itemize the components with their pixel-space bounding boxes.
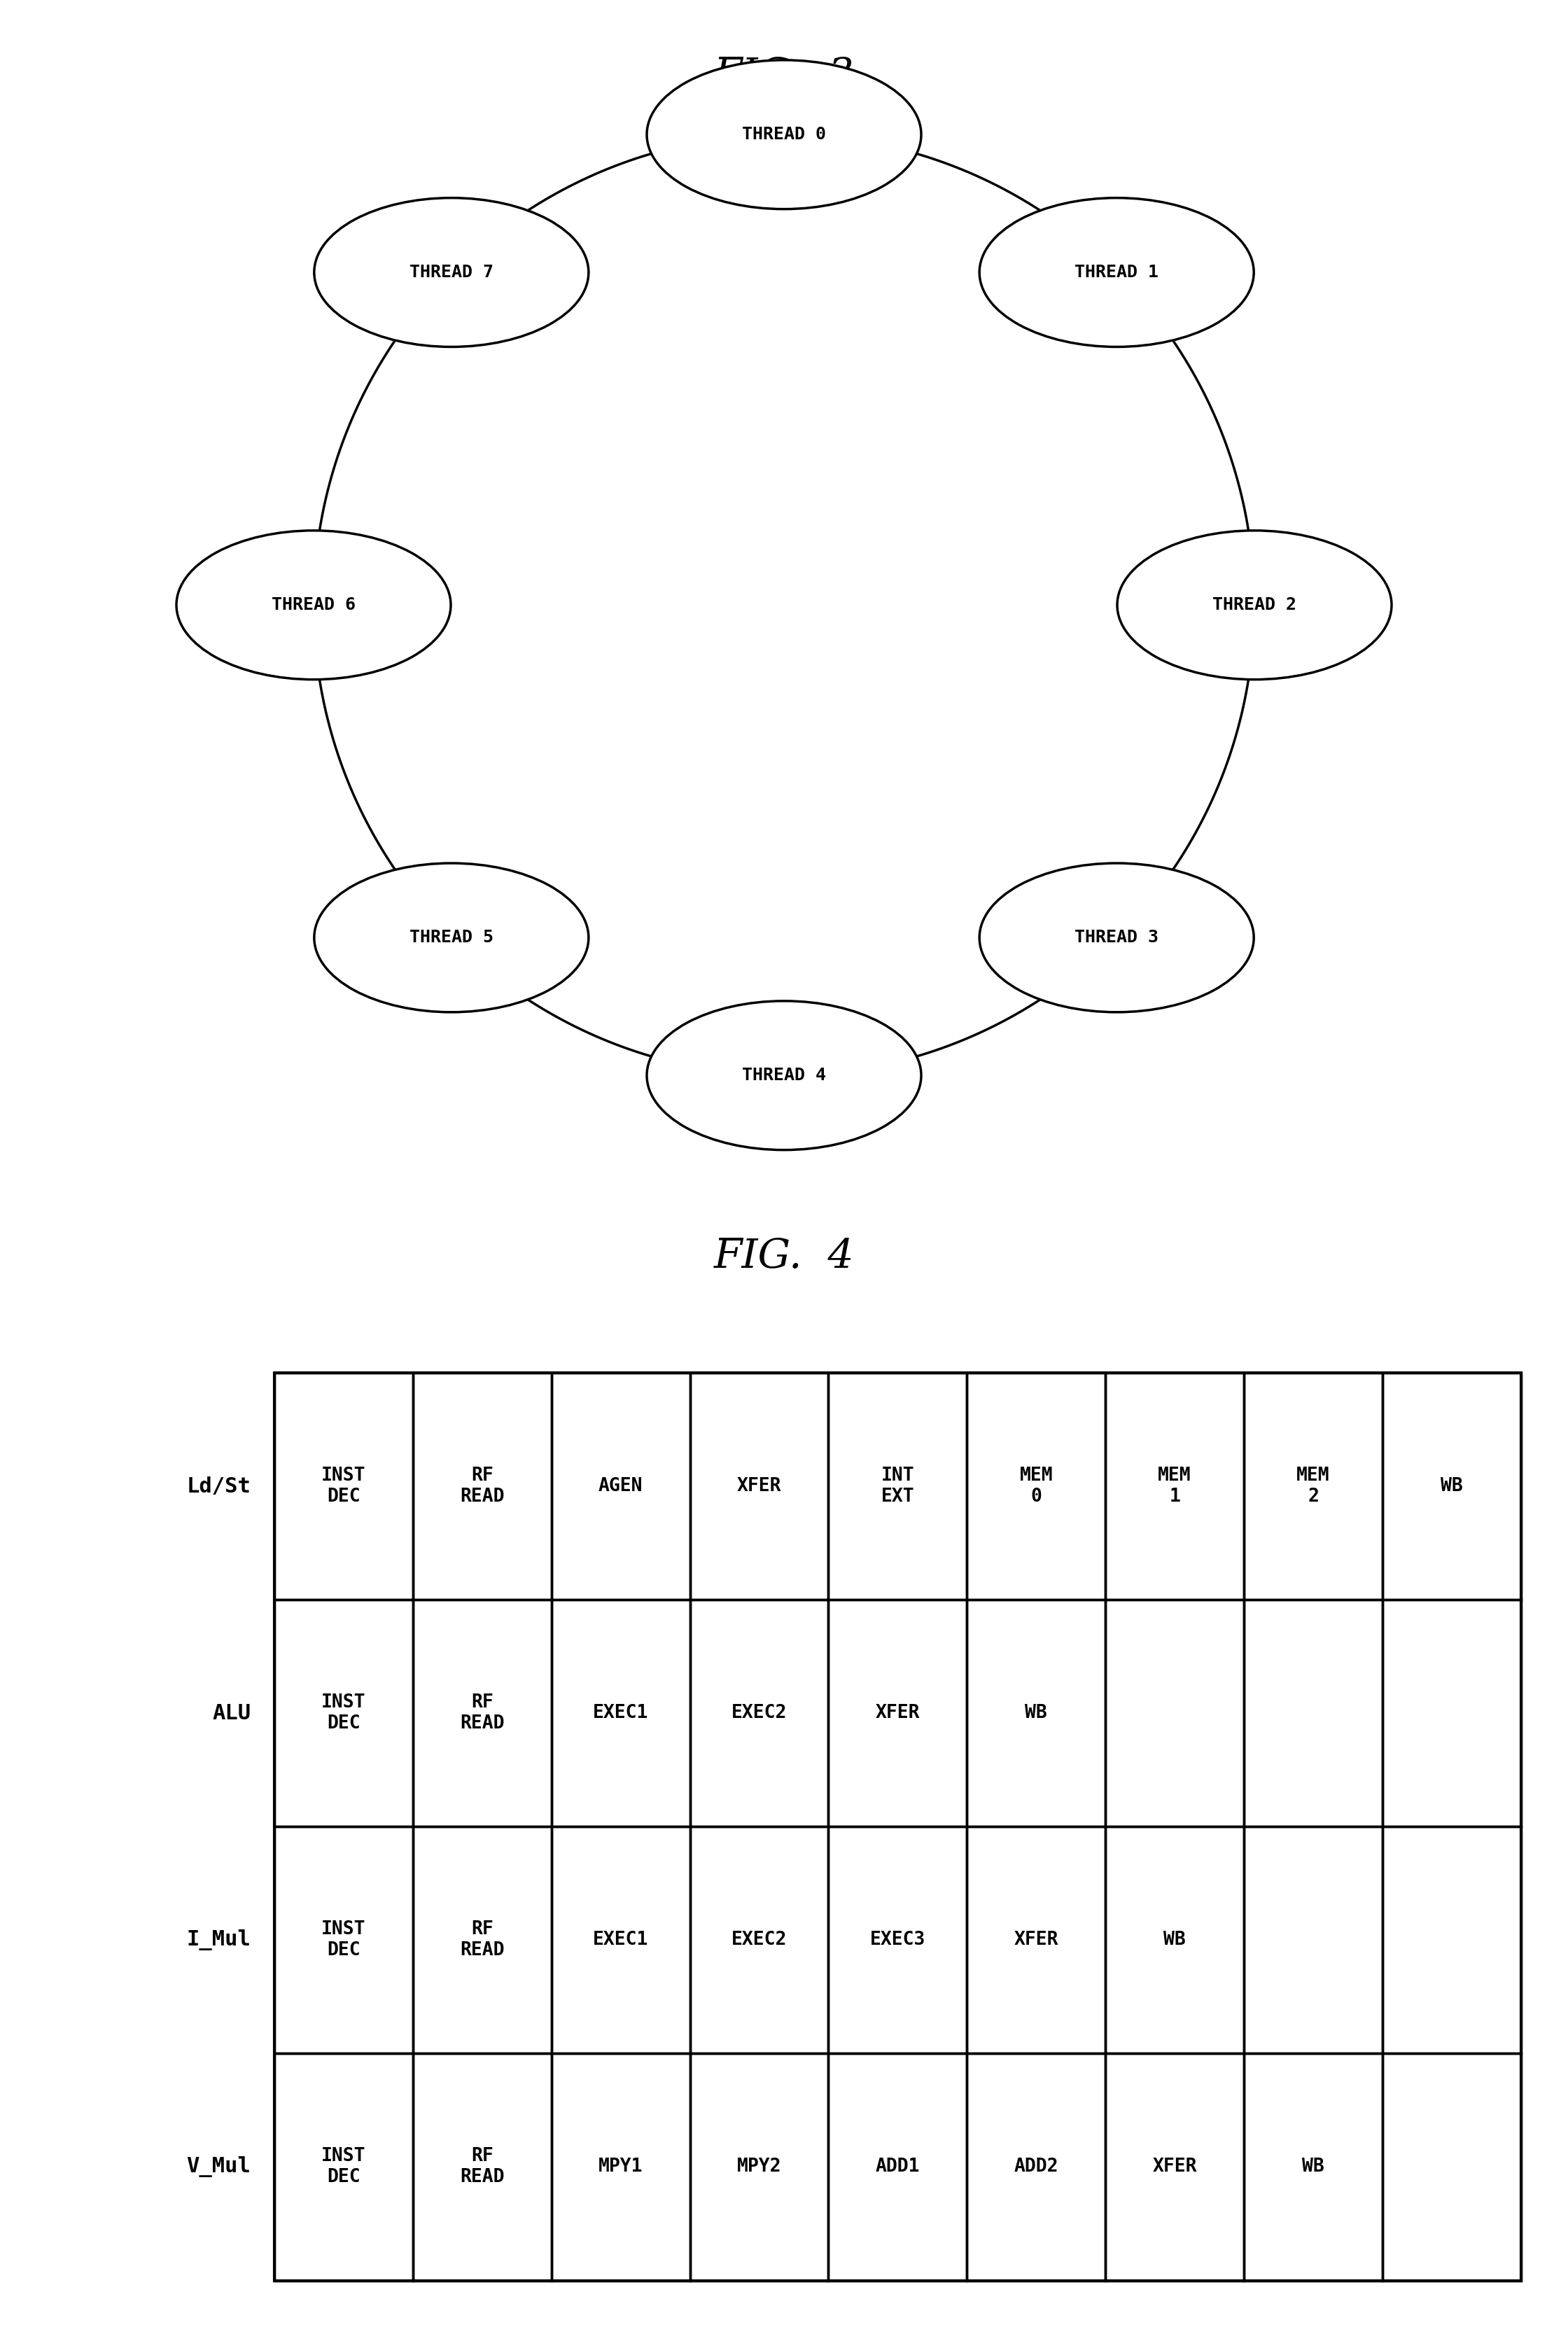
Bar bbox=[1243, 2052, 1383, 2280]
Bar bbox=[690, 1373, 828, 1601]
Ellipse shape bbox=[176, 531, 452, 679]
Bar bbox=[412, 1827, 552, 2052]
Text: THREAD 4: THREAD 4 bbox=[742, 1068, 826, 1084]
Text: THREAD 1: THREAD 1 bbox=[1074, 263, 1159, 282]
Text: EXEC3: EXEC3 bbox=[870, 1931, 925, 1950]
Ellipse shape bbox=[980, 863, 1254, 1012]
Text: THREAD 5: THREAD 5 bbox=[409, 928, 494, 947]
Bar bbox=[1383, 1827, 1521, 2052]
Text: ALU: ALU bbox=[212, 1703, 251, 1724]
Text: MEM
1: MEM 1 bbox=[1159, 1466, 1192, 1506]
Text: MEM
0: MEM 0 bbox=[1019, 1466, 1052, 1506]
Bar bbox=[1383, 2052, 1521, 2280]
Bar bbox=[828, 1373, 967, 1601]
Bar bbox=[274, 1601, 412, 1827]
Bar bbox=[412, 1601, 552, 1827]
Ellipse shape bbox=[646, 1001, 922, 1150]
Text: RF
READ: RF READ bbox=[459, 1920, 505, 1959]
Bar bbox=[552, 1827, 690, 2052]
Bar bbox=[1105, 2052, 1243, 2280]
Bar bbox=[1105, 1827, 1243, 2052]
Text: EXEC1: EXEC1 bbox=[593, 1703, 649, 1722]
Text: THREAD 0: THREAD 0 bbox=[742, 126, 826, 142]
Text: V_Mul: V_Mul bbox=[187, 2157, 251, 2178]
Bar bbox=[552, 1601, 690, 1827]
Text: XFER: XFER bbox=[1014, 1931, 1058, 1950]
Bar bbox=[552, 2052, 690, 2280]
Text: XFER: XFER bbox=[875, 1703, 920, 1722]
Text: EXEC2: EXEC2 bbox=[731, 1931, 787, 1950]
Text: MEM
2: MEM 2 bbox=[1297, 1466, 1330, 1506]
Text: ADD1: ADD1 bbox=[875, 2157, 920, 2176]
Bar bbox=[274, 1827, 412, 2052]
Bar bbox=[274, 1373, 1521, 2280]
Bar bbox=[967, 1373, 1105, 1601]
Text: RF
READ: RF READ bbox=[459, 1694, 505, 1734]
Ellipse shape bbox=[980, 198, 1254, 347]
Text: Ld/St: Ld/St bbox=[187, 1475, 251, 1496]
Text: XFER: XFER bbox=[737, 1478, 781, 1496]
Text: XFER: XFER bbox=[1152, 2157, 1196, 2176]
Bar bbox=[412, 1373, 552, 1601]
Text: WB: WB bbox=[1025, 1703, 1047, 1722]
Bar bbox=[967, 2052, 1105, 2280]
Text: MPY1: MPY1 bbox=[599, 2157, 643, 2176]
Text: WB: WB bbox=[1163, 1931, 1185, 1950]
Bar bbox=[690, 2052, 828, 2280]
Text: EXEC1: EXEC1 bbox=[593, 1931, 649, 1950]
Text: AGEN: AGEN bbox=[599, 1478, 643, 1496]
Text: I_Mul: I_Mul bbox=[187, 1929, 251, 1950]
Bar bbox=[967, 1601, 1105, 1827]
Bar bbox=[690, 1827, 828, 2052]
Text: RF
READ: RF READ bbox=[459, 1466, 505, 1506]
Ellipse shape bbox=[646, 61, 922, 209]
Text: THREAD 7: THREAD 7 bbox=[409, 263, 494, 282]
Bar bbox=[1243, 1601, 1383, 1827]
Text: ADD2: ADD2 bbox=[1014, 2157, 1058, 2176]
Text: WB: WB bbox=[1301, 2157, 1325, 2176]
Ellipse shape bbox=[1116, 531, 1392, 679]
Bar bbox=[552, 1373, 690, 1601]
Text: FIG.  3: FIG. 3 bbox=[713, 56, 855, 95]
Text: RF
READ: RF READ bbox=[459, 2148, 505, 2187]
Bar bbox=[274, 1373, 412, 1601]
Text: INST
DEC: INST DEC bbox=[321, 1466, 365, 1506]
Bar bbox=[828, 1601, 967, 1827]
Text: INST
DEC: INST DEC bbox=[321, 1694, 365, 1734]
Bar bbox=[1243, 1373, 1383, 1601]
Bar bbox=[1105, 1601, 1243, 1827]
Bar bbox=[690, 1601, 828, 1827]
Text: INST
DEC: INST DEC bbox=[321, 1920, 365, 1959]
Bar bbox=[274, 2052, 412, 2280]
Text: INST
DEC: INST DEC bbox=[321, 2148, 365, 2187]
Text: FIG.  4: FIG. 4 bbox=[713, 1238, 855, 1275]
Bar bbox=[828, 1827, 967, 2052]
Text: THREAD 2: THREAD 2 bbox=[1212, 596, 1297, 614]
Text: MPY2: MPY2 bbox=[737, 2157, 781, 2176]
Bar bbox=[828, 2052, 967, 2280]
Bar bbox=[1243, 1827, 1383, 2052]
Bar bbox=[967, 1827, 1105, 2052]
Text: THREAD 6: THREAD 6 bbox=[271, 596, 356, 614]
Bar bbox=[1383, 1601, 1521, 1827]
Text: THREAD 3: THREAD 3 bbox=[1074, 928, 1159, 947]
Ellipse shape bbox=[314, 863, 588, 1012]
Text: WB: WB bbox=[1441, 1478, 1463, 1496]
Bar bbox=[1105, 1373, 1243, 1601]
Bar bbox=[1383, 1373, 1521, 1601]
Text: INT
EXT: INT EXT bbox=[881, 1466, 914, 1506]
Text: EXEC2: EXEC2 bbox=[731, 1703, 787, 1722]
Bar bbox=[412, 2052, 552, 2280]
Ellipse shape bbox=[314, 198, 588, 347]
